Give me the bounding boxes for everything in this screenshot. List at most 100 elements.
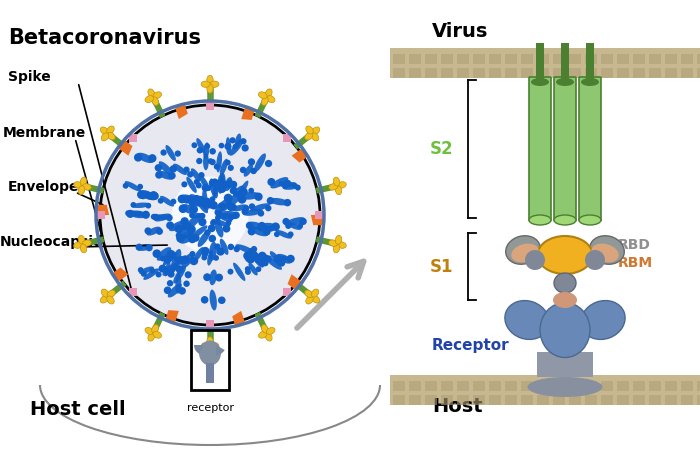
- Circle shape: [272, 223, 280, 231]
- Circle shape: [262, 260, 269, 266]
- Circle shape: [181, 255, 190, 264]
- Circle shape: [232, 212, 240, 219]
- Circle shape: [215, 215, 221, 221]
- Circle shape: [209, 148, 216, 155]
- Bar: [601, 68, 613, 78]
- Circle shape: [190, 256, 198, 265]
- Circle shape: [185, 271, 192, 278]
- Ellipse shape: [197, 230, 211, 247]
- Ellipse shape: [148, 89, 155, 97]
- Ellipse shape: [203, 142, 209, 159]
- Bar: [601, 395, 613, 405]
- Bar: [537, 352, 593, 377]
- Circle shape: [258, 225, 264, 231]
- Ellipse shape: [254, 153, 266, 172]
- Ellipse shape: [146, 227, 161, 236]
- Bar: [489, 54, 501, 64]
- Bar: [457, 381, 469, 391]
- Bar: [521, 68, 533, 78]
- Circle shape: [258, 252, 267, 260]
- Circle shape: [167, 271, 174, 278]
- Circle shape: [151, 192, 159, 200]
- Ellipse shape: [182, 204, 195, 214]
- Ellipse shape: [209, 290, 217, 310]
- Bar: [473, 395, 485, 405]
- Circle shape: [300, 218, 307, 225]
- Circle shape: [189, 205, 198, 214]
- Ellipse shape: [186, 214, 202, 230]
- Circle shape: [172, 176, 248, 254]
- Bar: [537, 381, 549, 391]
- Bar: [586, 43, 594, 83]
- Circle shape: [230, 204, 237, 210]
- Circle shape: [160, 149, 167, 156]
- FancyBboxPatch shape: [579, 77, 601, 221]
- Bar: [489, 68, 501, 78]
- Circle shape: [170, 166, 177, 172]
- Circle shape: [178, 287, 186, 295]
- Circle shape: [194, 179, 199, 185]
- Circle shape: [188, 229, 194, 235]
- Ellipse shape: [581, 301, 625, 340]
- Circle shape: [201, 296, 209, 304]
- Circle shape: [199, 213, 205, 219]
- Circle shape: [149, 267, 155, 274]
- Circle shape: [201, 247, 209, 255]
- Circle shape: [159, 265, 167, 273]
- Circle shape: [210, 220, 216, 225]
- Ellipse shape: [244, 164, 253, 177]
- Bar: [537, 395, 549, 405]
- Ellipse shape: [251, 203, 270, 212]
- Circle shape: [225, 160, 231, 165]
- Ellipse shape: [215, 219, 223, 237]
- Circle shape: [190, 251, 195, 257]
- Ellipse shape: [312, 127, 320, 134]
- Ellipse shape: [100, 296, 108, 303]
- Bar: [537, 68, 549, 78]
- Circle shape: [202, 184, 209, 192]
- Circle shape: [230, 187, 237, 195]
- Bar: [425, 381, 437, 391]
- Ellipse shape: [248, 263, 258, 275]
- Bar: [97, 211, 105, 219]
- Ellipse shape: [581, 78, 599, 86]
- Circle shape: [191, 142, 197, 148]
- Text: Host cell: Host cell: [30, 400, 125, 419]
- Bar: [617, 395, 629, 405]
- Ellipse shape: [202, 188, 207, 208]
- Circle shape: [174, 225, 183, 233]
- Circle shape: [138, 267, 144, 273]
- Text: Nucleocapsid: Nucleocapsid: [0, 235, 104, 249]
- Ellipse shape: [165, 145, 176, 161]
- Bar: [206, 320, 214, 328]
- Circle shape: [297, 223, 303, 229]
- Ellipse shape: [304, 290, 313, 298]
- Bar: [601, 381, 613, 391]
- Circle shape: [230, 137, 236, 144]
- Circle shape: [176, 232, 182, 239]
- Bar: [569, 381, 581, 391]
- Circle shape: [186, 196, 194, 204]
- Ellipse shape: [136, 153, 153, 163]
- Bar: [569, 68, 581, 78]
- Circle shape: [237, 195, 246, 204]
- Circle shape: [181, 217, 189, 225]
- Bar: [617, 68, 629, 78]
- Ellipse shape: [252, 252, 264, 267]
- Ellipse shape: [210, 81, 219, 87]
- Ellipse shape: [329, 240, 337, 246]
- Ellipse shape: [265, 89, 272, 97]
- Circle shape: [170, 267, 176, 272]
- Circle shape: [136, 211, 142, 217]
- Circle shape: [158, 198, 164, 204]
- Ellipse shape: [74, 242, 83, 248]
- Bar: [697, 68, 700, 78]
- Ellipse shape: [207, 346, 213, 355]
- Ellipse shape: [191, 168, 201, 181]
- Circle shape: [265, 255, 272, 262]
- Ellipse shape: [179, 233, 194, 244]
- Ellipse shape: [592, 243, 619, 262]
- Text: Receptor: Receptor: [432, 338, 510, 353]
- Circle shape: [585, 250, 605, 270]
- Bar: [441, 381, 453, 391]
